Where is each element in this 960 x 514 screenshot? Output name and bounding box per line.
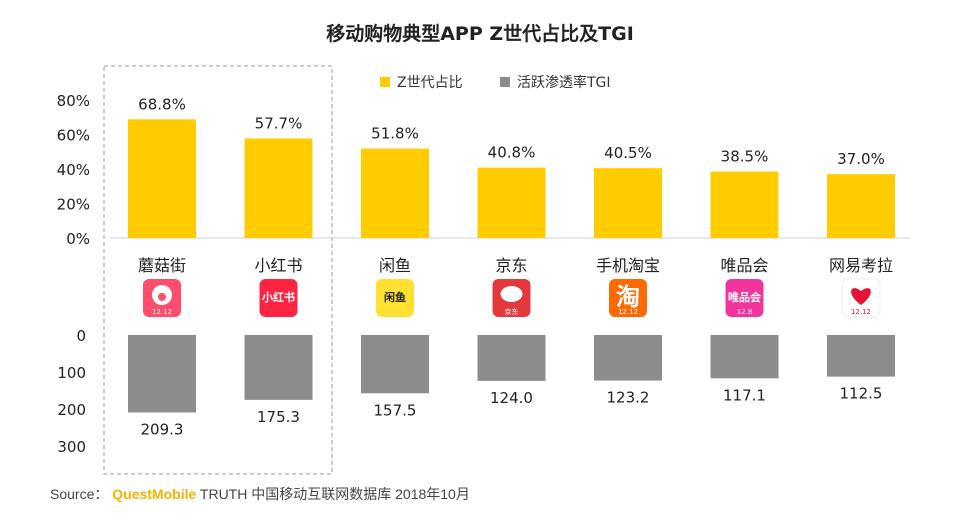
bar-label-tgi: 209.3 xyxy=(141,420,184,438)
source-prefix: Source： xyxy=(50,486,109,502)
chart-title: 移动购物典型APP Z世代占比及TGI xyxy=(326,22,634,45)
mogujie-shape-dot xyxy=(158,293,166,301)
source-text: TRUTH 中国移动互联网数据库 2018年10月 xyxy=(199,486,470,502)
y-tick-label-tgi: 200 xyxy=(57,401,86,419)
bar-label-share: 40.5% xyxy=(604,144,652,162)
bar-share xyxy=(477,167,546,238)
vipshop-icon xyxy=(725,279,764,317)
bar-label-share: 57.7% xyxy=(255,114,303,132)
bar-share xyxy=(710,171,779,238)
bar-share xyxy=(128,119,196,238)
bar-label-share: 51.8% xyxy=(371,125,419,143)
y-tick-label-share: 60% xyxy=(57,127,90,145)
highlight-box xyxy=(103,65,333,475)
y-tick-label-share: 0% xyxy=(66,230,90,248)
kaola-heart-shape xyxy=(851,288,871,305)
legend-label-tgi: 活跃渗透率TGI xyxy=(517,74,611,91)
category-label: 闲鱼 xyxy=(379,256,411,275)
bar-share xyxy=(361,148,429,238)
xiaohongshu-icon xyxy=(259,279,298,317)
category-label: 网易考拉 xyxy=(829,256,893,275)
bar-label-share: 40.8% xyxy=(488,144,536,162)
y-tick-label-share: 20% xyxy=(57,196,90,214)
y-tick-label-tgi: 100 xyxy=(57,364,86,382)
y-tick-label-share: 80% xyxy=(57,92,90,110)
category-label: 京东 xyxy=(495,256,527,275)
app-icon-text: 淘 xyxy=(616,283,640,311)
app-icon-subtext: 12.12 xyxy=(618,308,638,316)
xianyu-icon xyxy=(376,279,414,317)
category-label: 小红书 xyxy=(254,256,302,275)
bar-label-tgi: 157.5 xyxy=(374,401,417,419)
bar-share xyxy=(244,138,313,238)
jingdong-dog-shape xyxy=(500,286,523,302)
bar-label-tgi: 123.2 xyxy=(607,389,650,407)
app-icon-text: 小红书 xyxy=(261,290,295,304)
bar-share xyxy=(827,174,895,238)
bar-label-tgi: 117.1 xyxy=(723,386,766,404)
category-label: 蘑菇街 xyxy=(138,256,186,275)
app-icon-text: 唯品会 xyxy=(728,290,762,304)
app-icon-subtext: 12.12 xyxy=(851,308,871,316)
bar-tgi xyxy=(477,335,546,381)
bar-share xyxy=(594,168,662,238)
app-icon-subtext: 12.12 xyxy=(152,308,172,316)
category-label: 手机淘宝 xyxy=(596,256,660,275)
legend-swatch-share xyxy=(380,77,390,87)
bar-tgi xyxy=(361,335,429,394)
app-icon-text: 闲鱼 xyxy=(384,290,406,304)
bar-label-tgi: 175.3 xyxy=(257,408,300,426)
legend-label-share: Z世代占比 xyxy=(397,75,463,91)
bar-tgi xyxy=(710,335,779,379)
taobao-icon xyxy=(609,279,647,317)
bar-tgi xyxy=(128,335,196,413)
source-brand: QuestMobile xyxy=(112,486,197,502)
app-icon-subtext: 12.8 xyxy=(737,308,753,316)
source-note: Source： QuestMobile TRUTH 中国移动互联网数据库 201… xyxy=(50,484,470,504)
category-label: 唯品会 xyxy=(720,256,768,275)
bar-label-share: 68.8% xyxy=(138,95,186,113)
y-tick-label-tgi: 0 xyxy=(76,327,86,345)
bar-label-tgi: 112.5 xyxy=(840,385,883,403)
bar-tgi xyxy=(827,335,895,377)
app-icon-subtext: 京东 xyxy=(505,307,519,316)
bar-tgi xyxy=(244,335,313,400)
legend-swatch-tgi xyxy=(500,77,510,87)
bar-label-tgi: 124.0 xyxy=(490,389,533,407)
bar-tgi xyxy=(594,335,662,381)
bar-label-share: 38.5% xyxy=(721,148,769,166)
y-tick-label-share: 40% xyxy=(57,161,90,179)
y-tick-label-tgi: 300 xyxy=(57,438,86,456)
bar-label-share: 37.0% xyxy=(837,150,885,168)
